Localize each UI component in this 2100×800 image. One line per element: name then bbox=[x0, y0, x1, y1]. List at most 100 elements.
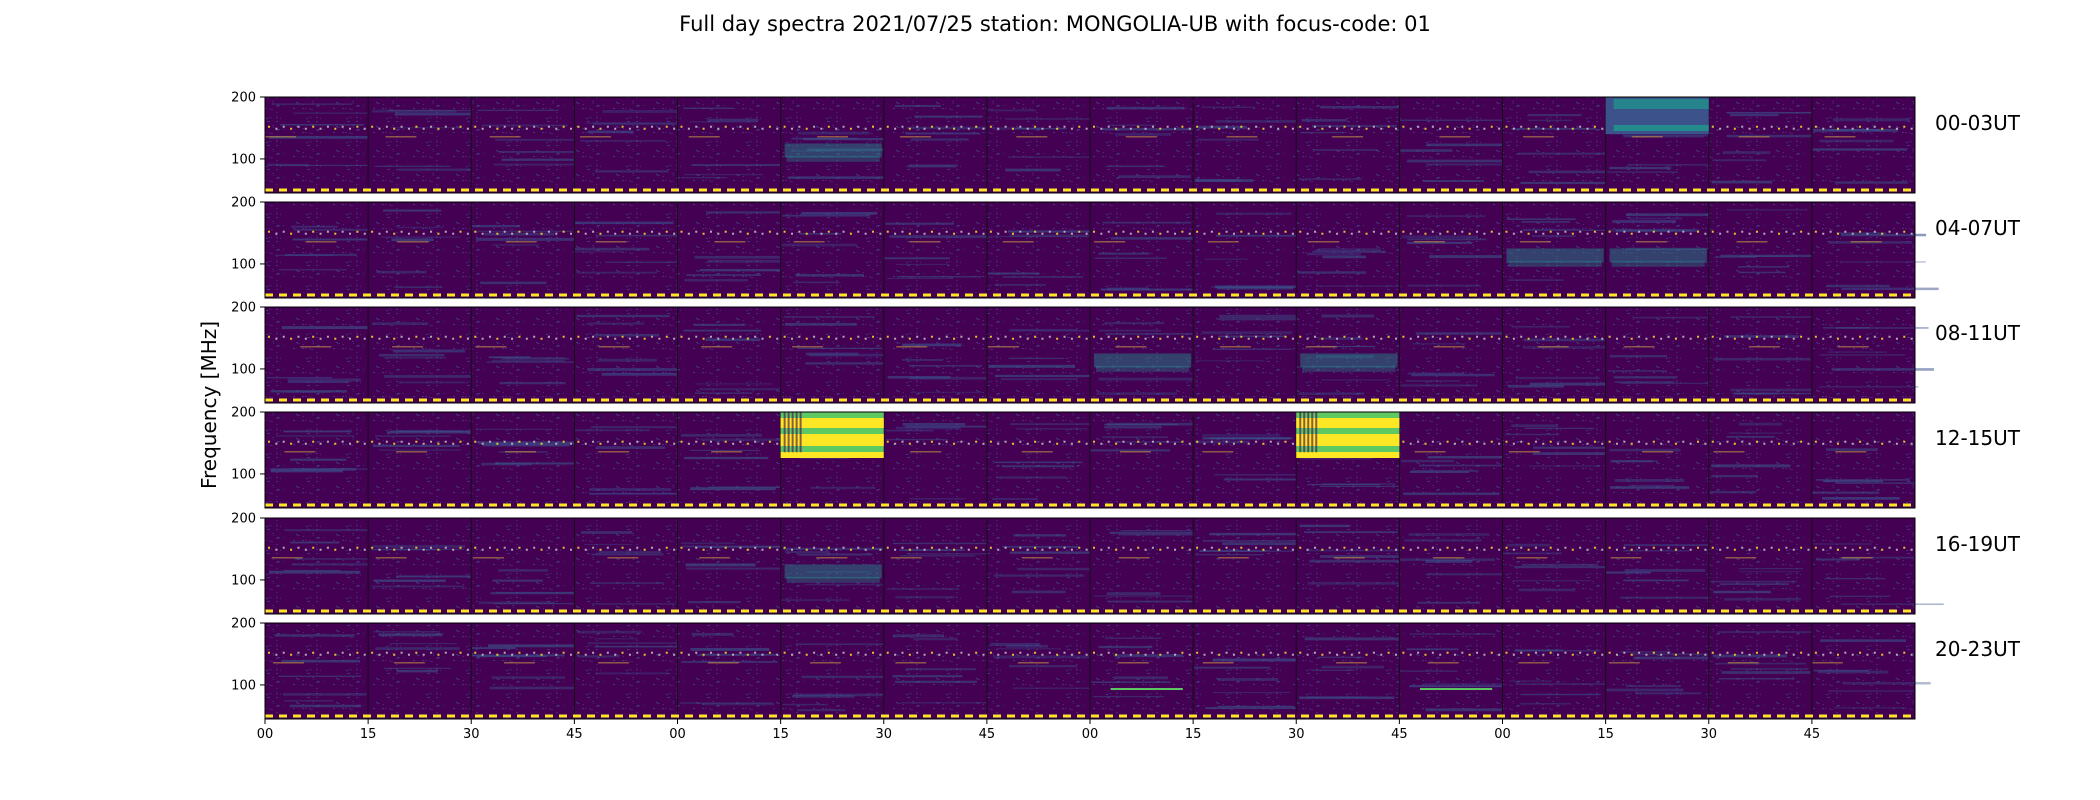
x-tick-label: 00 bbox=[669, 727, 686, 742]
spectrum-panel bbox=[1192, 412, 1323, 508]
burst-event bbox=[780, 412, 884, 458]
spectrum-panel bbox=[264, 518, 390, 614]
spectrum-panel bbox=[264, 202, 393, 298]
spectrum-panel bbox=[986, 97, 1104, 193]
spectrum-panel bbox=[1089, 518, 1218, 614]
x-tick-label: 45 bbox=[979, 727, 996, 742]
spectrum-panel bbox=[367, 518, 498, 614]
burst-event bbox=[1605, 97, 1709, 135]
spectrum-panel bbox=[470, 97, 605, 193]
spectrum-panel bbox=[1811, 412, 1916, 508]
y-tick-label: 100 bbox=[231, 362, 256, 377]
spectrum-panel bbox=[367, 412, 489, 508]
spectrum-panel bbox=[986, 518, 1102, 614]
spectra-row: 200 100 12-15UT bbox=[231, 406, 2021, 509]
row-time-label: 16-19UT bbox=[1935, 532, 2021, 556]
spectrum-panel bbox=[1605, 623, 1731, 719]
spectrum-panel bbox=[780, 623, 902, 719]
y-tick-label: 200 bbox=[231, 406, 256, 421]
spectrum-panel bbox=[986, 412, 1094, 508]
spectrum-panel bbox=[1605, 412, 1709, 508]
spectrum-panel bbox=[1398, 202, 1522, 298]
spectrum-panel bbox=[573, 623, 687, 719]
spectrum-panel bbox=[677, 518, 786, 614]
burst-event bbox=[1094, 353, 1192, 372]
burst-event bbox=[1296, 412, 1400, 458]
spectrum-panel bbox=[470, 518, 597, 614]
baseline-band bbox=[265, 188, 1915, 192]
spectrum-panel bbox=[1708, 97, 1828, 193]
x-tick-label: 00 bbox=[257, 727, 274, 742]
x-tick-label: 15 bbox=[1185, 727, 1202, 742]
x-tick-label: 00 bbox=[1494, 727, 1511, 742]
y-tick-label: 200 bbox=[231, 617, 256, 632]
y-tick-label: 100 bbox=[231, 257, 256, 272]
y-tick-label: 100 bbox=[231, 573, 256, 588]
spectrum-panel bbox=[1192, 623, 1301, 719]
spectra-row: 200 100 04-07UT bbox=[231, 196, 2021, 299]
spectrum-panel bbox=[883, 202, 991, 298]
spectrum-panel bbox=[1811, 623, 1931, 719]
x-tick-label: 45 bbox=[1804, 727, 1821, 742]
spectrum-panel bbox=[470, 202, 575, 298]
x-tick-label: 45 bbox=[566, 727, 583, 742]
spectrum-panel bbox=[883, 518, 1006, 614]
spectrum-panel bbox=[1811, 307, 1934, 403]
spectrum-panel bbox=[1089, 202, 1203, 298]
spectrum-panel bbox=[1708, 202, 1818, 298]
row-frame bbox=[264, 411, 1916, 509]
baseline-band bbox=[265, 398, 1915, 402]
y-tick-label: 100 bbox=[231, 152, 256, 167]
spectra-row: 200 100 16-19UT bbox=[231, 512, 2021, 615]
spectrum-panel bbox=[1192, 518, 1306, 614]
spectrum-panel bbox=[367, 202, 472, 298]
spectrum-panel bbox=[1708, 412, 1812, 508]
spectrum-panel bbox=[1295, 97, 1421, 193]
spectrum-panel bbox=[1605, 202, 1719, 298]
spectrum-panel bbox=[677, 412, 804, 508]
spectrum-panel bbox=[1398, 307, 1515, 403]
y-tick-label: 200 bbox=[231, 512, 256, 527]
y-tick-label: 200 bbox=[231, 91, 256, 106]
burst-event bbox=[1420, 688, 1493, 691]
spectrum-panel bbox=[883, 307, 1010, 403]
spectrum-panel bbox=[1708, 307, 1833, 403]
row-frame bbox=[264, 517, 1916, 615]
spectrum-panel bbox=[1295, 518, 1410, 614]
spectrum-panel bbox=[1398, 97, 1519, 193]
spectrum-panel bbox=[1502, 307, 1631, 403]
spectra-row: 200 100 08-11UT bbox=[231, 301, 2021, 404]
spectrum-panel bbox=[1398, 412, 1526, 508]
spectrum-panel bbox=[367, 623, 472, 719]
spectrum-panel bbox=[573, 518, 678, 614]
spectrum-panel bbox=[677, 97, 795, 193]
spectrum-panel bbox=[1708, 518, 1812, 614]
spectrum-panel bbox=[883, 623, 989, 719]
spectrum-panel bbox=[677, 307, 793, 403]
spectrum-panel bbox=[1192, 307, 1316, 403]
row-time-label: 08-11UT bbox=[1935, 321, 2021, 345]
row-frame bbox=[264, 96, 1916, 194]
spectrum-panel bbox=[1089, 412, 1209, 508]
burst-event bbox=[1506, 248, 1604, 267]
row-frame bbox=[264, 306, 1916, 404]
row-frame bbox=[264, 201, 1916, 299]
spectrum-panel bbox=[264, 307, 382, 403]
spectrum-panel bbox=[883, 412, 994, 508]
baseline-band bbox=[265, 714, 1915, 718]
spectrum-panel bbox=[1295, 202, 1419, 298]
spectra-row: 200 100 20-23UT bbox=[231, 617, 2021, 720]
spectrum-panel bbox=[986, 623, 1097, 719]
spectra-row: 200 100 00-03UT bbox=[231, 91, 2021, 194]
spectrum-panel bbox=[1295, 623, 1405, 719]
spectrum-panel bbox=[1398, 518, 1517, 614]
spectrum-panel bbox=[470, 412, 587, 508]
spectrum-panel bbox=[470, 623, 588, 719]
spectrum-panel bbox=[264, 97, 382, 193]
row-time-label: 04-07UT bbox=[1935, 216, 2021, 240]
spectrum-panel bbox=[264, 623, 369, 719]
burst-event bbox=[1609, 248, 1707, 267]
burst-event bbox=[1300, 353, 1398, 372]
spectrum-panel bbox=[677, 623, 781, 719]
y-tick-label: 100 bbox=[231, 467, 256, 482]
